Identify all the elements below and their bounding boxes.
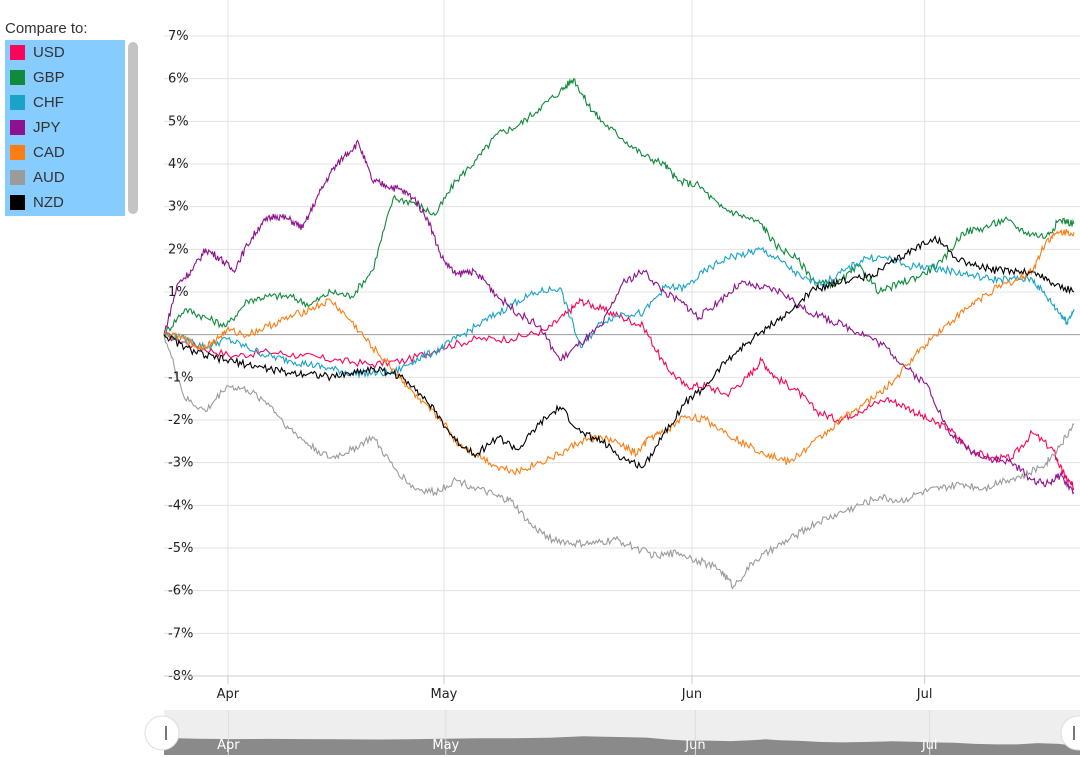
x-tick-label: Jun	[681, 687, 702, 702]
legend-label: NZD	[33, 194, 64, 211]
legend-item-jpy[interactable]: JPY	[5, 115, 125, 140]
series-line-cad	[163, 228, 1075, 476]
y-tick-label: -1%	[168, 370, 193, 385]
y-tick-label: -7%	[168, 626, 193, 641]
legend-title: Compare to:	[5, 20, 88, 37]
series-line-gbp	[163, 77, 1075, 337]
legend-item-chf[interactable]: CHF	[5, 90, 125, 115]
legend-label: AUD	[33, 169, 65, 186]
y-tick-label: 7%	[168, 29, 189, 44]
y-tick-label: -6%	[168, 584, 193, 599]
x-tick-label: Apr	[217, 687, 240, 702]
y-tick-label: 6%	[168, 72, 189, 87]
y-tick-label: -3%	[168, 456, 193, 471]
legend-label: GBP	[33, 69, 65, 86]
series-line-nzd	[163, 235, 1075, 469]
legend-item-nzd[interactable]: NZD	[5, 190, 125, 215]
legend-scrollbar[interactable]	[128, 42, 138, 214]
legend-item-usd[interactable]: USD	[5, 40, 125, 65]
series-line-chf	[163, 246, 1075, 379]
y-tick-label: -4%	[168, 498, 193, 513]
navigator-handle-left[interactable]	[144, 715, 180, 751]
legend-swatch	[10, 195, 25, 210]
legend-item-gbp[interactable]: GBP	[5, 65, 125, 90]
y-axis: 7%6%5%4%3%2%1%-1%-2%-3%-4%-5%-6%-7%-8%	[168, 29, 193, 684]
navigator-tick-label: Jul	[921, 738, 938, 753]
y-tick-label: -5%	[168, 541, 193, 556]
y-tick-label: 4%	[168, 157, 189, 172]
y-tick-label: 3%	[168, 200, 189, 215]
x-tick-label: Jul	[916, 687, 933, 702]
navigator-area	[164, 736, 1080, 755]
y-tick-label: -2%	[168, 413, 193, 428]
legend-swatch	[10, 45, 25, 60]
legend-label: JPY	[33, 119, 61, 136]
legend-item-aud[interactable]: AUD	[5, 165, 125, 190]
range-navigator[interactable]: Apr May Jun Jul	[144, 710, 1080, 755]
x-axis: Apr May Jun Jul	[164, 675, 1080, 702]
legend-panel: USD GBP CHF JPY CAD AUD NZD	[5, 40, 125, 216]
legend-item-cad[interactable]: CAD	[5, 140, 125, 165]
legend-swatch	[10, 120, 25, 135]
legend-label: CHF	[33, 94, 64, 111]
series-lines	[163, 77, 1075, 590]
legend-swatch	[10, 95, 25, 110]
x-tick-label: May	[431, 687, 458, 702]
legend-label: CAD	[33, 144, 65, 161]
legend-label: USD	[33, 44, 65, 61]
y-tick-label: 1%	[168, 285, 189, 300]
grid-lines	[164, 0, 1080, 677]
navigator-tick-label: Apr	[217, 738, 240, 753]
y-tick-label: 5%	[168, 114, 189, 129]
navigator-handle-right[interactable]	[1060, 715, 1080, 751]
series-line-aud	[163, 334, 1075, 590]
legend-swatch	[10, 170, 25, 185]
legend-swatch	[10, 70, 25, 85]
series-line-usd	[163, 297, 1075, 491]
y-tick-label: 2%	[168, 242, 189, 257]
series-line-jpy	[163, 139, 1075, 495]
navigator-tick-label: Jun	[684, 738, 705, 753]
navigator-tick-label: May	[432, 738, 459, 753]
legend-swatch	[10, 145, 25, 160]
